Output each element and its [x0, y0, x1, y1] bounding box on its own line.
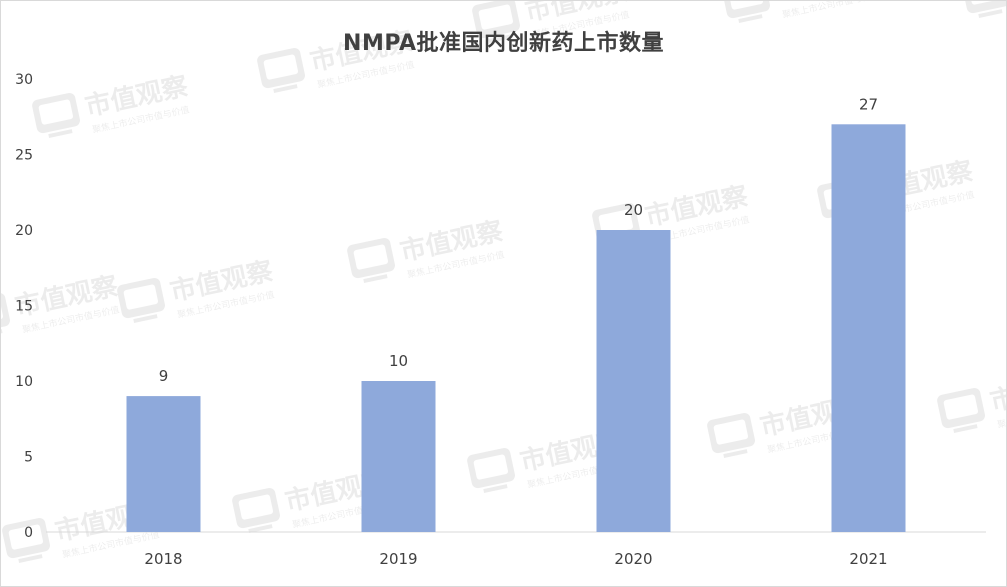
x-tick-label-2021: 2021: [849, 550, 887, 568]
y-tick-label: 0: [24, 525, 33, 541]
axis-layer: 0 5 10 15 20 25 30: [15, 72, 986, 541]
y-tick-label: 15: [15, 299, 33, 315]
data-label-2020: 20: [624, 201, 643, 219]
bar-2021: [831, 124, 906, 533]
tv-logo-icon: [32, 92, 80, 139]
tv-logo-icon: [467, 447, 515, 494]
tv-logo-icon: [257, 47, 305, 94]
data-label-2018: 9: [159, 367, 169, 385]
bars-layer: [126, 124, 906, 533]
tv-logo-icon: [472, 1, 520, 44]
tv-logo-icon: [347, 237, 395, 284]
tv-logo-icon: [722, 1, 770, 24]
tv-logo-icon: [232, 487, 280, 534]
tv-logo-icon: [707, 412, 755, 459]
y-tick-label: 30: [15, 72, 33, 88]
chart-title: NMPA批准国内创新药上市数量: [343, 31, 664, 56]
data-label-2019: 10: [389, 352, 408, 370]
y-tick-label: 20: [15, 223, 33, 239]
x-tick-label-2020: 2020: [614, 550, 652, 568]
tv-logo-icon: [937, 387, 985, 434]
tv-logo-icon: [1, 292, 10, 339]
data-label-2021: 27: [859, 95, 878, 113]
x-tick-label-2018: 2018: [144, 550, 182, 568]
y-tick-label: 25: [15, 148, 33, 164]
watermark-logo-text: 市值观察: [987, 365, 1006, 417]
watermark-sub-text: 聚焦上市公司市值与价值: [781, 1, 880, 21]
bar-2018: [126, 396, 201, 532]
tv-logo-icon: [962, 1, 1006, 19]
y-tick-label: 10: [15, 374, 33, 390]
x-tick-label-2019: 2019: [379, 550, 417, 568]
bar-2020: [596, 230, 671, 532]
y-tick-label: 5: [24, 450, 33, 466]
bar-2019: [361, 381, 436, 532]
tv-logo-icon: [2, 517, 50, 564]
tv-logo-icon: [117, 277, 165, 324]
